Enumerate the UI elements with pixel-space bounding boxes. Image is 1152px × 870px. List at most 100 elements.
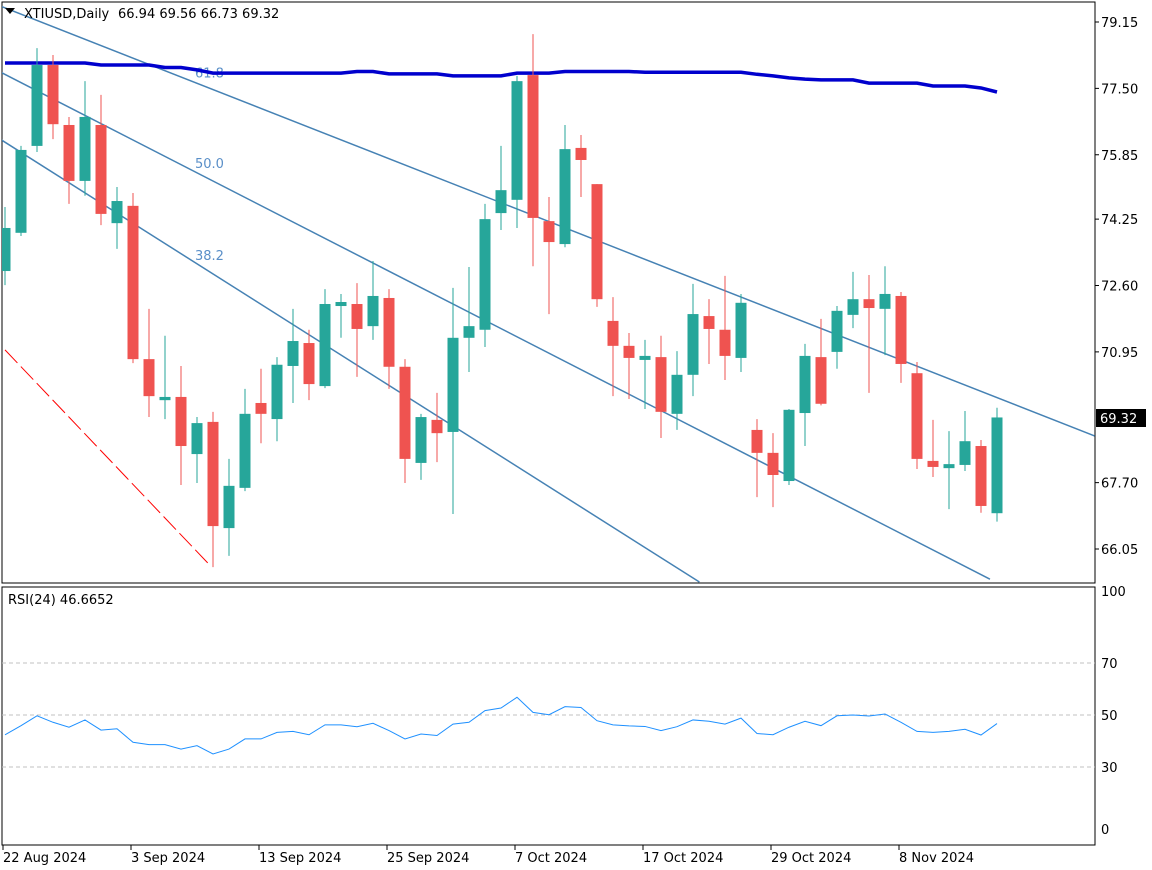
- candle-body-bearish: [63, 124, 75, 181]
- rsi-tick-label: 70: [1101, 657, 1118, 672]
- candle: [719, 275, 731, 381]
- candle-body-bearish: [431, 419, 443, 434]
- candle-body-bullish: [831, 310, 843, 352]
- date-tick-label: 7 Oct 2024: [515, 851, 587, 866]
- date-tick-label: 25 Sep 2024: [387, 851, 469, 866]
- candle: [543, 197, 555, 315]
- candle: [815, 318, 827, 406]
- candle: [303, 329, 315, 401]
- candle: [159, 335, 171, 420]
- candle-body-bearish: [607, 320, 619, 346]
- candle: [367, 260, 379, 340]
- candle: [175, 365, 187, 486]
- candle-body-bullish: [479, 219, 491, 330]
- candle-body-bearish: [351, 304, 363, 329]
- candle: [207, 411, 219, 568]
- candle-body-bullish: [799, 355, 811, 414]
- candle: [879, 266, 891, 356]
- candle: [527, 34, 539, 267]
- candle: [383, 289, 395, 389]
- candle-body-bullish: [271, 364, 283, 420]
- candle: [735, 293, 747, 373]
- candle: [831, 306, 843, 369]
- candle: [975, 439, 987, 513]
- candle: [463, 267, 475, 373]
- price-tick-label: 70.95: [1101, 346, 1138, 361]
- candle: [399, 359, 411, 484]
- candle: [943, 431, 955, 510]
- candle: [607, 297, 619, 397]
- candle: [623, 332, 635, 399]
- candle-body-bullish: [191, 423, 203, 455]
- candle-body-bearish: [767, 452, 779, 475]
- candle: [335, 293, 347, 338]
- candle-body-bearish: [543, 221, 555, 243]
- candle: [655, 335, 667, 438]
- date-tick-label: 8 Nov 2024: [899, 851, 974, 866]
- candle: [47, 54, 59, 140]
- candle-body-bullish: [159, 396, 171, 401]
- candle-body-bullish: [415, 417, 427, 463]
- candle: [927, 419, 939, 478]
- candle-body-bearish: [527, 75, 539, 218]
- candle-body-bearish: [623, 345, 635, 358]
- candle-body-bullish: [991, 417, 1003, 514]
- candle-body-bearish: [719, 329, 731, 356]
- candle-body-bearish: [303, 343, 315, 385]
- moving-average: [5, 61, 998, 94]
- candle: [863, 275, 875, 393]
- candle-body-bullish: [463, 326, 475, 338]
- candle-body-bullish: [783, 409, 795, 482]
- candle-body-bullish: [15, 149, 27, 233]
- candle: [687, 283, 699, 397]
- candle: [319, 289, 331, 389]
- dropdown-triangle-icon[interactable]: [5, 8, 15, 14]
- candle: [799, 343, 811, 447]
- candle: [31, 48, 43, 152]
- candle-body-bullish: [335, 302, 347, 307]
- candle-body-bullish: [735, 302, 747, 358]
- candle: [783, 409, 795, 486]
- candle-body-bearish: [255, 402, 267, 414]
- candle-body-bullish: [2, 227, 11, 272]
- candle-body-bearish: [575, 147, 587, 160]
- candle-body-bearish: [175, 396, 187, 447]
- candles: [2, 34, 1003, 568]
- price-tick-label: 79.15: [1101, 16, 1138, 31]
- candle: [351, 283, 363, 377]
- current-price-label: 69.32: [1100, 412, 1137, 427]
- candle: [127, 192, 139, 364]
- candle: [271, 357, 283, 442]
- candle-body-bullish: [223, 485, 235, 529]
- rsi-line-group: [4, 696, 998, 755]
- candle: [79, 81, 91, 196]
- fib-fan-line: [2, 72, 991, 580]
- candle-body-bearish: [47, 65, 59, 125]
- candle: [703, 299, 715, 364]
- rsi-tick-label: 50: [1101, 709, 1118, 724]
- price-tick-label: 66.05: [1101, 543, 1138, 558]
- date-tick-label: 3 Sep 2024: [131, 851, 205, 866]
- price-tick-label: 72.60: [1101, 280, 1138, 295]
- symbol-title: XTIUSD,Daily: [24, 7, 110, 22]
- candle: [415, 413, 427, 480]
- candle: [479, 203, 491, 348]
- candle-body-bullish: [31, 65, 43, 146]
- candle-body-bullish: [511, 81, 523, 200]
- candle: [239, 388, 251, 492]
- candle: [895, 291, 907, 383]
- fib-level-label: 38.2: [195, 249, 224, 264]
- candle: [991, 407, 1003, 522]
- candle-body-bullish: [959, 441, 971, 465]
- candle-body-bullish: [847, 299, 859, 315]
- candle: [143, 308, 155, 418]
- rsi-tick-label: 30: [1101, 761, 1118, 776]
- candle-body-bearish: [591, 184, 603, 300]
- candle: [495, 145, 507, 230]
- candle-body-bullish: [447, 337, 459, 432]
- candle-body-bullish: [559, 149, 571, 245]
- date-tick-label: 13 Sep 2024: [259, 851, 341, 866]
- candle: [447, 287, 459, 515]
- candle-body-bullish: [111, 201, 123, 224]
